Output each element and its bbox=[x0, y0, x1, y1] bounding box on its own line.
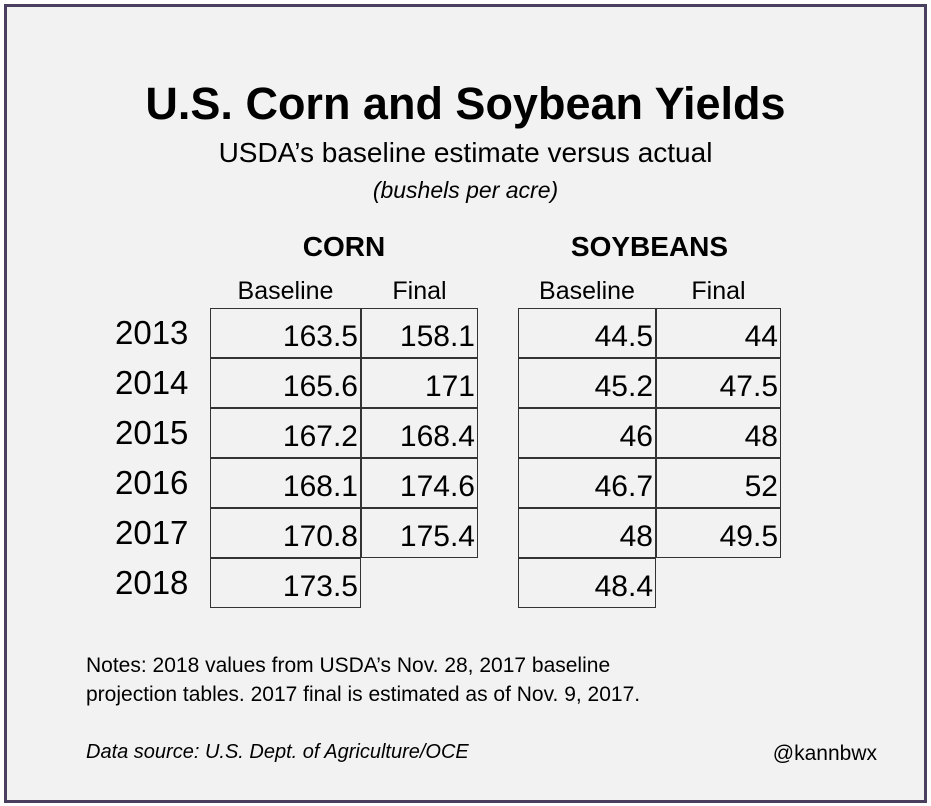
notes-line-1: Notes: 2018 values from USDA’s Nov. 28, … bbox=[86, 654, 611, 677]
group-title: SOYBEANS bbox=[570, 231, 729, 262]
notes: Notes: 2018 values from USDA’s Nov. 28, … bbox=[86, 651, 640, 709]
year-label: 2018 bbox=[115, 564, 189, 601]
table-cell: 174.6 bbox=[361, 458, 478, 508]
table-cell: 49.5 bbox=[656, 508, 781, 558]
table-cell: 158.1 bbox=[361, 308, 478, 358]
year-label: 2017 bbox=[115, 514, 189, 551]
table-cell: 46.7 bbox=[518, 458, 656, 508]
table-cell: 47.5 bbox=[656, 358, 781, 408]
table-cell: 48 bbox=[518, 508, 656, 558]
column-header: Final bbox=[691, 277, 746, 305]
table-cell: 168.1 bbox=[210, 458, 361, 508]
chart-subtitle: USDA’s baseline estimate versus actual bbox=[218, 137, 713, 168]
group-title: CORN bbox=[302, 231, 386, 262]
table-cell: 173.5 bbox=[210, 558, 361, 608]
chart-title: U.S. Corn and Soybean Yields bbox=[145, 78, 786, 129]
column-header: Baseline bbox=[539, 277, 635, 305]
year-label: 2015 bbox=[115, 414, 189, 451]
notes-line-2: projection tables. 2017 final is estimat… bbox=[86, 683, 641, 706]
table-cell: 163.5 bbox=[210, 308, 361, 358]
table-cell: 44.5 bbox=[518, 308, 656, 358]
year-label: 2016 bbox=[115, 464, 189, 501]
table-cell: 170.8 bbox=[210, 508, 361, 558]
table-cell: 48 bbox=[656, 408, 781, 458]
table-cell: 171 bbox=[361, 358, 478, 408]
table-cell: 46 bbox=[518, 408, 656, 458]
table-cell: 44 bbox=[656, 308, 781, 358]
data-source: Data source: U.S. Dept. of Agriculture/O… bbox=[86, 741, 469, 763]
table-cell: 175.4 bbox=[361, 508, 478, 558]
column-header: Baseline bbox=[237, 277, 334, 305]
table-cell: 52 bbox=[656, 458, 781, 508]
table-cell: 48.4 bbox=[518, 558, 656, 608]
table-cell: 45.2 bbox=[518, 358, 656, 408]
year-label: 2014 bbox=[115, 364, 189, 401]
table-cell: 167.2 bbox=[210, 408, 361, 458]
column-header: Final bbox=[392, 277, 447, 305]
table-cell: 168.4 bbox=[361, 408, 478, 458]
year-label: 2013 bbox=[115, 314, 189, 351]
units-label: (bushels per acre) bbox=[372, 177, 559, 203]
table-cell: 165.6 bbox=[210, 358, 361, 408]
author-handle: @kannbwx bbox=[772, 742, 877, 765]
